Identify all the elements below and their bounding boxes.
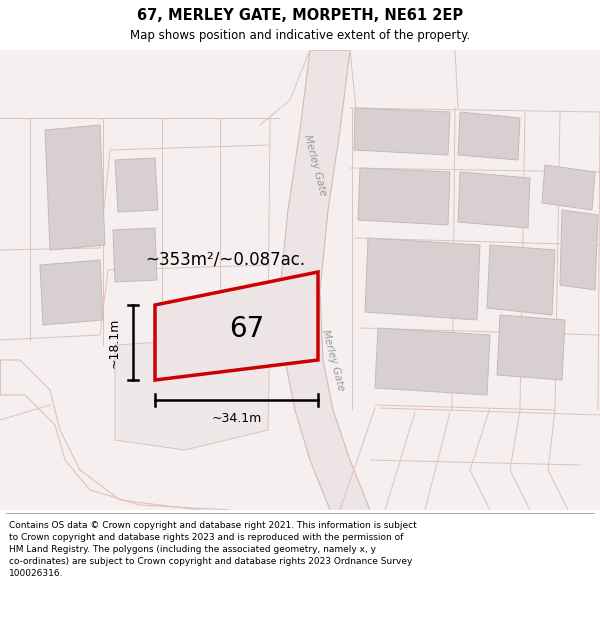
- Polygon shape: [40, 260, 103, 325]
- Text: 67, MERLEY GATE, MORPETH, NE61 2EP: 67, MERLEY GATE, MORPETH, NE61 2EP: [137, 8, 463, 22]
- Polygon shape: [497, 315, 565, 380]
- Polygon shape: [358, 168, 450, 225]
- Polygon shape: [115, 335, 270, 450]
- Polygon shape: [458, 112, 520, 160]
- Polygon shape: [45, 125, 105, 250]
- Text: Map shows position and indicative extent of the property.: Map shows position and indicative extent…: [130, 29, 470, 42]
- Polygon shape: [542, 165, 595, 210]
- Text: 67: 67: [229, 315, 264, 343]
- Text: Merley Gate: Merley Gate: [302, 133, 328, 197]
- Text: ~34.1m: ~34.1m: [211, 412, 262, 425]
- Polygon shape: [0, 50, 600, 510]
- Polygon shape: [113, 228, 157, 282]
- Polygon shape: [354, 108, 450, 155]
- Polygon shape: [115, 158, 158, 212]
- Polygon shape: [560, 210, 598, 290]
- Polygon shape: [155, 272, 318, 380]
- Text: Contains OS data © Crown copyright and database right 2021. This information is : Contains OS data © Crown copyright and d…: [9, 521, 417, 578]
- Polygon shape: [458, 172, 530, 228]
- Text: ~353m²/~0.087ac.: ~353m²/~0.087ac.: [145, 251, 305, 269]
- Text: Merley Gate: Merley Gate: [320, 328, 346, 392]
- Polygon shape: [375, 328, 490, 395]
- Polygon shape: [487, 245, 555, 315]
- Polygon shape: [365, 238, 480, 320]
- Polygon shape: [280, 50, 370, 510]
- Text: ~18.1m: ~18.1m: [108, 318, 121, 368]
